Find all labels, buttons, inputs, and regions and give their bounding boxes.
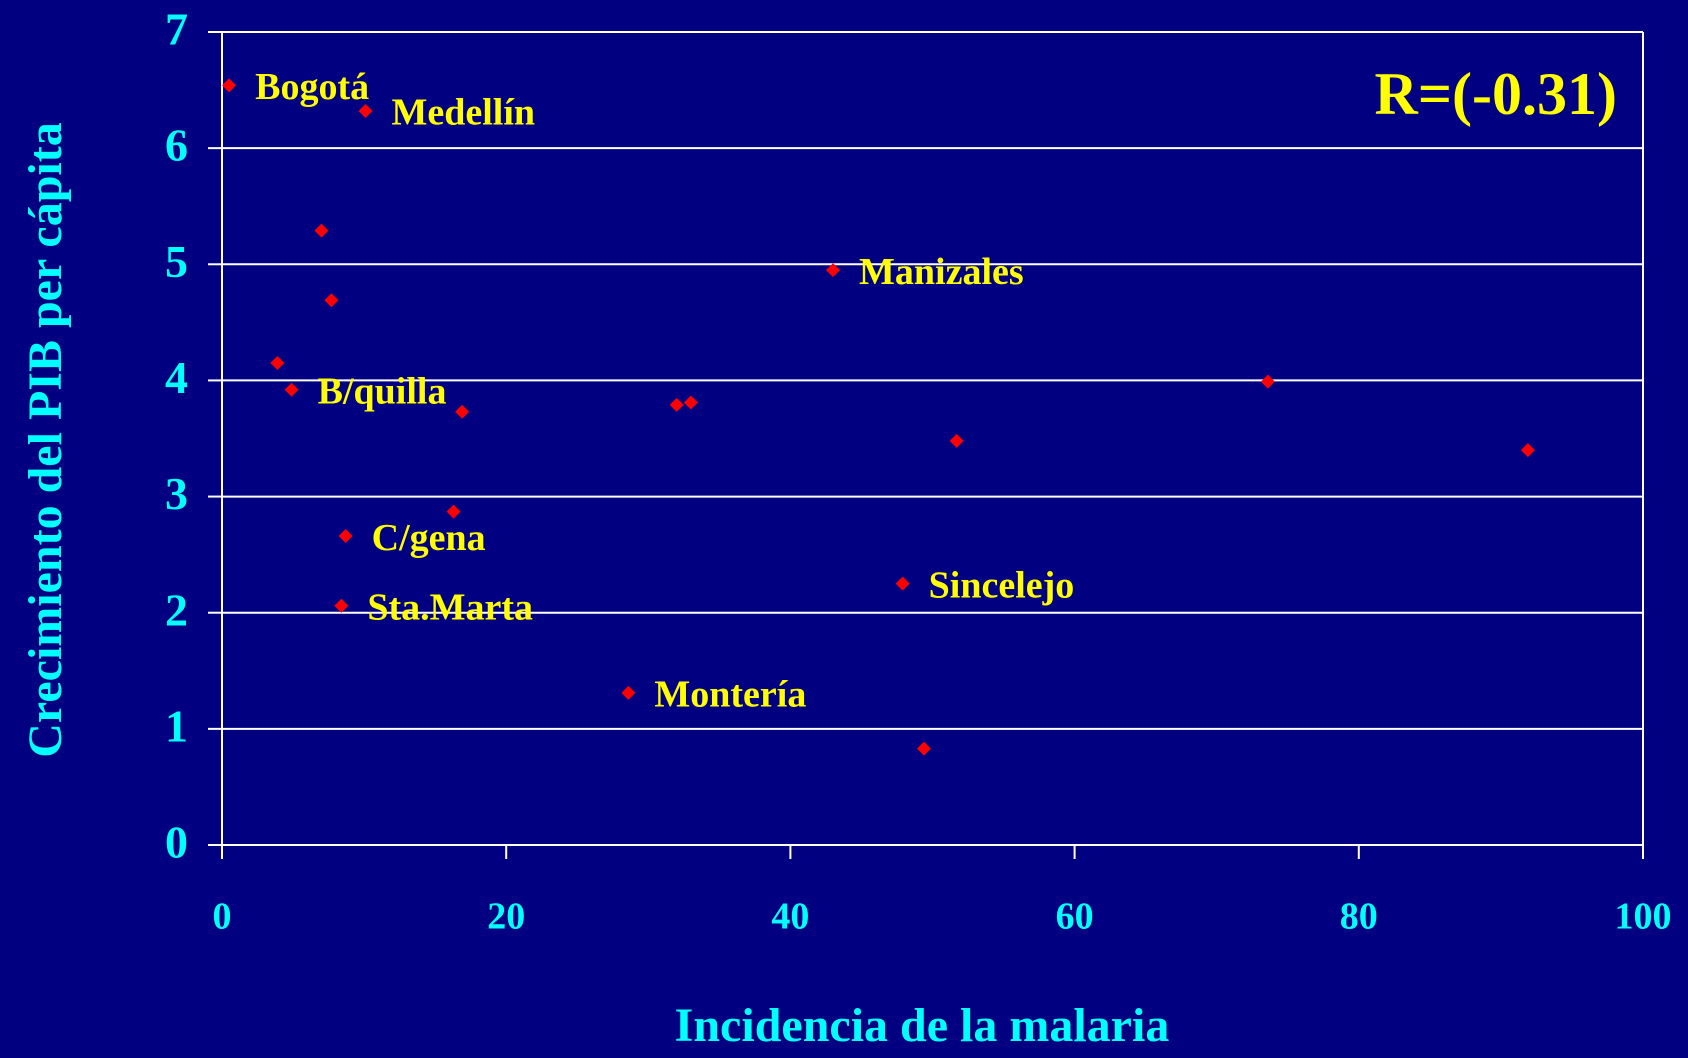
point bbox=[284, 382, 299, 397]
point bbox=[683, 395, 698, 410]
point bbox=[338, 529, 353, 544]
x-tick-label: 40 bbox=[771, 896, 809, 938]
y-tick-label: 1 bbox=[165, 700, 188, 751]
x-tick-label: 80 bbox=[1340, 896, 1378, 938]
y-tick-label: 0 bbox=[165, 817, 188, 868]
point-label: Montería bbox=[654, 674, 806, 716]
x-tick-label: 20 bbox=[487, 896, 525, 938]
point-label: Bogotá bbox=[255, 66, 369, 108]
point-label: C/gena bbox=[372, 517, 486, 559]
point bbox=[1260, 374, 1275, 389]
point bbox=[222, 78, 237, 93]
point bbox=[895, 576, 910, 591]
point-label: B/quilla bbox=[318, 370, 447, 412]
point bbox=[826, 263, 841, 278]
point bbox=[916, 741, 931, 756]
x-tick-label: 0 bbox=[213, 896, 232, 938]
y-tick-label: 6 bbox=[165, 120, 188, 171]
point bbox=[314, 223, 329, 238]
y-tick-label: 3 bbox=[165, 468, 188, 519]
annotation: R=(-0.31) bbox=[1375, 61, 1617, 127]
point bbox=[621, 685, 636, 700]
point bbox=[949, 433, 964, 448]
y-axis-title: Crecimiento del PIB per cápita bbox=[19, 122, 72, 757]
point bbox=[1520, 443, 1535, 458]
point-label: Sta.Marta bbox=[367, 586, 533, 628]
point-label: Sincelejo bbox=[929, 564, 1075, 606]
x-tick-label: 100 bbox=[1615, 896, 1672, 938]
point-label: Medellín bbox=[392, 92, 536, 134]
point bbox=[455, 404, 470, 419]
point-label: Manizales bbox=[859, 251, 1024, 293]
point bbox=[270, 356, 285, 371]
x-axis-title: Incidencia de la malaria bbox=[675, 999, 1170, 1052]
y-tick-label: 2 bbox=[165, 584, 188, 635]
x-tick-label: 60 bbox=[1056, 896, 1094, 938]
point bbox=[324, 293, 339, 308]
point bbox=[669, 397, 684, 412]
y-tick-label: 4 bbox=[165, 352, 188, 403]
point bbox=[334, 598, 349, 613]
y-tick-label: 7 bbox=[165, 4, 188, 55]
point bbox=[446, 504, 461, 519]
point bbox=[358, 103, 373, 118]
y-tick-label: 5 bbox=[165, 236, 188, 287]
